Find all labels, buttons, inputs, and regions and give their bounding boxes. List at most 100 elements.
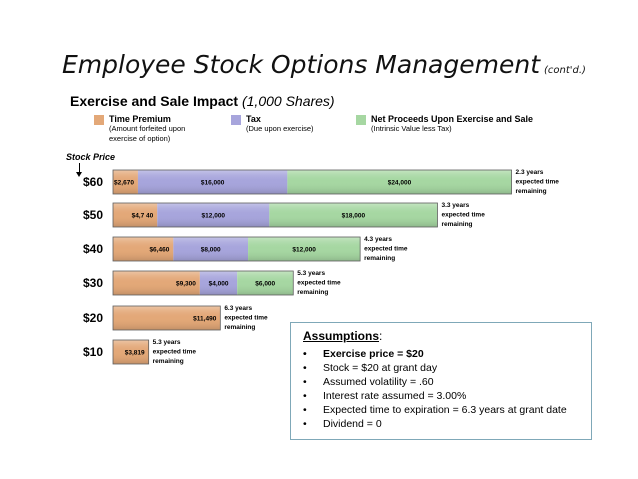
time-remaining-note: remaining — [224, 324, 255, 331]
bar-shade — [173, 237, 249, 261]
bar-value-label: $16,000 — [201, 180, 225, 187]
time-remaining-note: expected time — [297, 280, 341, 287]
legend-desc: exercise of option) — [109, 134, 171, 143]
legend-desc: (Due upon exercise) — [246, 124, 314, 133]
bar-value-label: $11,490 — [193, 316, 217, 323]
bar-value-label: $4,000 — [209, 281, 229, 288]
legend-name: Net Proceeds Upon Exercise and Sale — [371, 114, 534, 124]
bar-value-label: $18,000 — [342, 213, 366, 220]
assumption-item: • Expected time to expiration = 6.3 years… — [291, 403, 567, 417]
bar-shade — [113, 340, 149, 364]
assumption-text: Stock = $20 at grant day — [323, 362, 438, 374]
stock-price-label: Stock Price — [66, 152, 116, 162]
bar-value-label: $4,7 40 — [132, 213, 154, 220]
time-remaining-note: remaining — [364, 255, 395, 262]
bar-value-label: $24,000 — [388, 180, 412, 187]
assumptions-list: • Exercise price = $20 • Stock = $20 at gra… — [291, 347, 567, 431]
bar-value-label: $6,460 — [149, 247, 169, 254]
bullet: • — [303, 390, 307, 402]
time-remaining-note: 2.3 years — [516, 169, 544, 176]
time-remaining-note: expected time — [364, 246, 408, 253]
bar-shade — [237, 271, 294, 295]
time-remaining-note: remaining — [516, 188, 547, 195]
assumption-item: • Stock = $20 at grant day — [291, 361, 567, 375]
assumption-text: Expected time to expiration = 6.3 years … — [323, 404, 567, 416]
time-remaining-note: 4.3 years — [364, 236, 392, 243]
legend-name: Tax — [246, 114, 261, 124]
bar-shade — [269, 203, 438, 227]
bar-outline — [112, 169, 512, 195]
time-remaining-note: 5.3 years — [297, 270, 325, 277]
assumption-item: • Assumed volatility = .60 — [291, 375, 567, 389]
bar-value-label: $12,000 — [202, 213, 226, 220]
time-remaining-note: expected time — [153, 349, 197, 356]
time-remaining-note: expected time — [516, 179, 560, 186]
time-remaining-note: remaining — [297, 289, 328, 296]
assumption-text: Interest rate assumed = 3.00% — [323, 390, 467, 402]
bullet: • — [303, 404, 307, 416]
price-label: $40 — [83, 242, 103, 256]
legend-swatch-tax — [231, 115, 241, 125]
chart-subtitle: Exercise and Sale Impact (1,000 Shares) — [70, 93, 335, 109]
price-label: $20 — [83, 311, 103, 325]
legend-name: Time Premium — [109, 114, 171, 124]
bar-value-label: $6,000 — [255, 281, 275, 288]
subtitle-paren: (1,000 Shares) — [241, 93, 335, 109]
assumption-item: • Dividend = 0 — [291, 417, 567, 431]
time-remaining-note: 5.3 years — [153, 339, 181, 346]
bar-shade — [287, 170, 512, 194]
assumptions-box: Assumptions: • Exercise price = $20 • Stock… — [290, 322, 592, 440]
assumption-text: Assumed volatility = .60 — [323, 376, 434, 388]
assumptions-heading-text: Assumptions — [303, 329, 380, 343]
title-suffix: (cont'd.) — [544, 65, 586, 76]
assumptions-heading-suffix: : — [379, 329, 383, 343]
arrow-down-icon — [76, 172, 82, 177]
bar-value-label: $12,000 — [292, 247, 316, 254]
bullet: • — [303, 418, 307, 430]
bar-outline — [112, 202, 438, 228]
price-label: $10 — [83, 345, 103, 359]
bar-outline — [112, 339, 150, 365]
bar-shade — [248, 237, 361, 261]
bar-shade — [157, 203, 270, 227]
legend-swatch-net — [356, 115, 366, 125]
legend-desc: (Amount forfeited upon — [109, 124, 186, 133]
assumption-text: Dividend = 0 — [323, 418, 382, 430]
time-remaining-note: 3.3 years — [441, 202, 469, 209]
bar-value-label: $2,670 — [114, 180, 134, 187]
time-remaining-note: 6.3 years — [224, 305, 252, 312]
bar-outline — [112, 236, 361, 262]
slide-title: Employee Stock Options Management (cont'd… — [62, 50, 586, 79]
subtitle-text: Exercise and Sale Impact — [70, 93, 239, 109]
time-remaining-note: expected time — [441, 212, 485, 219]
bar-shade — [137, 170, 288, 194]
time-remaining-note: remaining — [441, 221, 472, 228]
bullet: • — [303, 362, 307, 374]
bar-shade — [113, 203, 158, 227]
time-remaining-note: expected time — [224, 315, 268, 322]
bar-value-label: $9,300 — [176, 281, 196, 288]
title-text: Employee Stock Options Management — [62, 50, 540, 79]
assumption-item: • Exercise price = $20 — [291, 347, 567, 361]
price-label: $60 — [83, 175, 103, 189]
assumption-text: Exercise price = $20 — [323, 348, 424, 360]
assumptions-heading: Assumptions: — [303, 329, 382, 343]
legend-desc: (Intrinsic Value less Tax) — [371, 124, 452, 133]
assumption-item: • Interest rate assumed = 3.00% — [291, 389, 567, 403]
bar-shade — [113, 306, 221, 330]
bar-shade — [113, 237, 174, 261]
time-remaining-note: remaining — [153, 358, 184, 365]
bar-shade — [113, 170, 138, 194]
price-label: $30 — [83, 276, 103, 290]
bar-outline — [112, 305, 221, 331]
stock-price-arrow — [79, 163, 80, 174]
bar-outline — [112, 270, 294, 296]
bar-shade — [199, 271, 238, 295]
bar-shade — [113, 271, 200, 295]
bar-value-label: $8,000 — [201, 247, 221, 254]
legend-swatch-time-premium — [94, 115, 104, 125]
bullet: • — [303, 348, 307, 360]
bar-value-label: $3,819 — [125, 350, 145, 357]
